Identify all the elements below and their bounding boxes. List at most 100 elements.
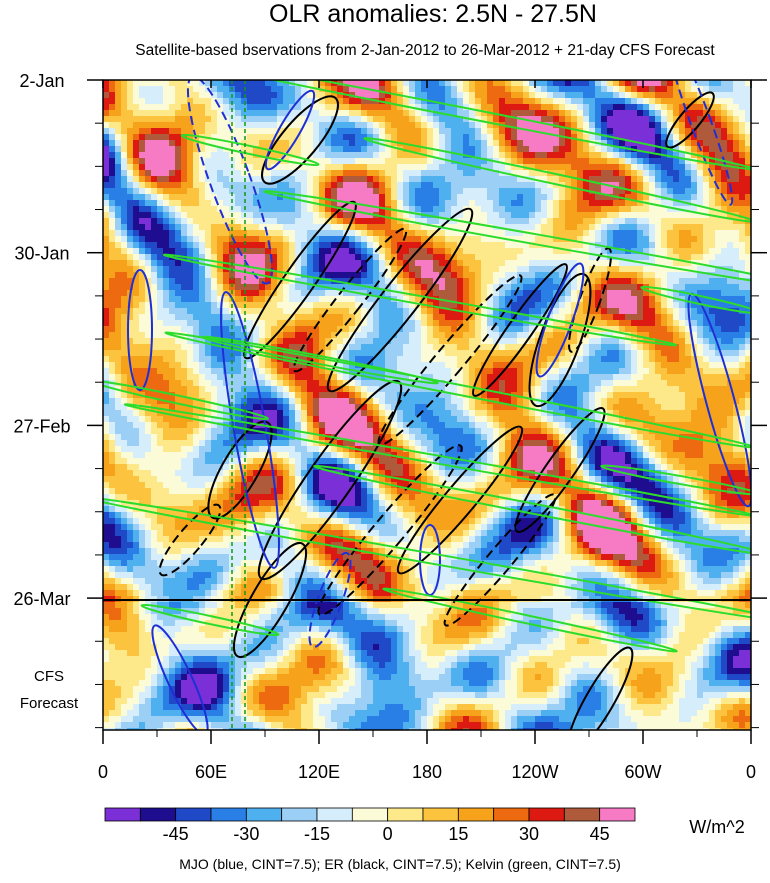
olr-cell	[187, 80, 194, 87]
olr-cell	[547, 284, 554, 291]
olr-cell	[421, 80, 428, 87]
olr-cell	[571, 170, 578, 177]
olr-cell	[205, 164, 212, 171]
olr-cell	[745, 188, 751, 195]
olr-cell	[253, 146, 260, 153]
olr-cell	[601, 80, 608, 87]
olr-cell	[199, 314, 206, 321]
olr-cell	[553, 152, 560, 159]
olr-cell	[553, 146, 560, 153]
olr-cell	[637, 266, 644, 273]
olr-cell	[385, 200, 392, 207]
olr-cell	[451, 302, 458, 309]
olr-cell	[253, 212, 260, 219]
olr-cell	[109, 194, 116, 201]
olr-cell	[493, 170, 500, 177]
olr-cell	[613, 188, 620, 195]
olr-cell	[127, 182, 134, 189]
olr-cell	[475, 272, 482, 279]
olr-cell	[505, 86, 512, 93]
olr-cell	[553, 164, 560, 171]
olr-cell	[115, 338, 122, 345]
olr-cell	[163, 350, 170, 357]
olr-cell	[181, 266, 188, 273]
olr-cell	[121, 80, 128, 87]
olr-cell	[151, 80, 158, 87]
olr-cell	[379, 248, 386, 255]
olr-cell	[517, 284, 524, 291]
olr-cell	[493, 338, 500, 345]
olr-cell	[643, 242, 650, 249]
olr-cell	[247, 104, 254, 111]
olr-cell	[673, 116, 680, 123]
olr-cell	[115, 290, 122, 297]
olr-cell	[235, 320, 242, 327]
olr-cell	[709, 332, 716, 339]
olr-cell	[511, 92, 518, 99]
olr-cell	[121, 356, 128, 363]
olr-cell	[121, 86, 128, 93]
olr-cell	[649, 104, 656, 111]
olr-cell	[433, 218, 440, 225]
olr-cell	[139, 218, 146, 225]
olr-cell	[523, 218, 530, 225]
olr-cell	[685, 326, 692, 333]
olr-cell	[721, 350, 728, 357]
olr-cell	[229, 194, 236, 201]
olr-cell	[103, 320, 110, 327]
olr-cell	[613, 296, 620, 303]
olr-cell	[691, 110, 698, 117]
olr-cell	[169, 290, 176, 297]
olr-cell	[349, 320, 356, 327]
olr-cell	[397, 260, 404, 267]
olr-cell	[241, 218, 248, 225]
olr-cell	[517, 158, 524, 165]
olr-cell	[445, 224, 452, 231]
olr-cell	[217, 164, 224, 171]
olr-cell	[223, 200, 230, 207]
olr-cell	[409, 146, 416, 153]
olr-cell	[643, 92, 650, 99]
olr-cell	[289, 212, 296, 219]
olr-cell	[127, 242, 134, 249]
olr-cell	[691, 182, 698, 189]
olr-cell	[697, 284, 704, 291]
olr-cell	[673, 164, 680, 171]
olr-cell	[523, 104, 530, 111]
olr-cell	[565, 284, 572, 291]
olr-cell	[565, 128, 572, 135]
olr-cell	[649, 86, 656, 93]
olr-cell	[415, 98, 422, 105]
olr-cell	[139, 146, 146, 153]
olr-cell	[385, 164, 392, 171]
olr-cell	[349, 212, 356, 219]
olr-cell	[163, 122, 170, 129]
olr-cell	[265, 224, 272, 231]
olr-cell	[355, 206, 362, 213]
olr-cell	[103, 134, 110, 141]
olr-cell	[619, 272, 626, 279]
olr-cell	[157, 218, 164, 225]
olr-cell	[265, 206, 272, 213]
olr-cell	[385, 86, 392, 93]
olr-cell	[121, 242, 128, 249]
olr-cell	[463, 224, 470, 231]
olr-cell	[433, 326, 440, 333]
olr-cell	[205, 170, 212, 177]
olr-cell	[727, 158, 734, 165]
olr-cell	[151, 338, 158, 345]
olr-cell	[115, 302, 122, 309]
olr-cell	[589, 86, 596, 93]
olr-cell	[727, 224, 734, 231]
olr-cell	[217, 122, 224, 129]
olr-cell	[529, 296, 536, 303]
olr-cell	[163, 278, 170, 285]
olr-cell	[529, 242, 536, 249]
olr-cell	[415, 116, 422, 123]
olr-cell	[517, 134, 524, 141]
olr-cell	[265, 164, 272, 171]
olr-cell	[235, 224, 242, 231]
olr-cell	[247, 218, 254, 225]
olr-cell	[559, 290, 566, 297]
olr-cell	[343, 290, 350, 297]
